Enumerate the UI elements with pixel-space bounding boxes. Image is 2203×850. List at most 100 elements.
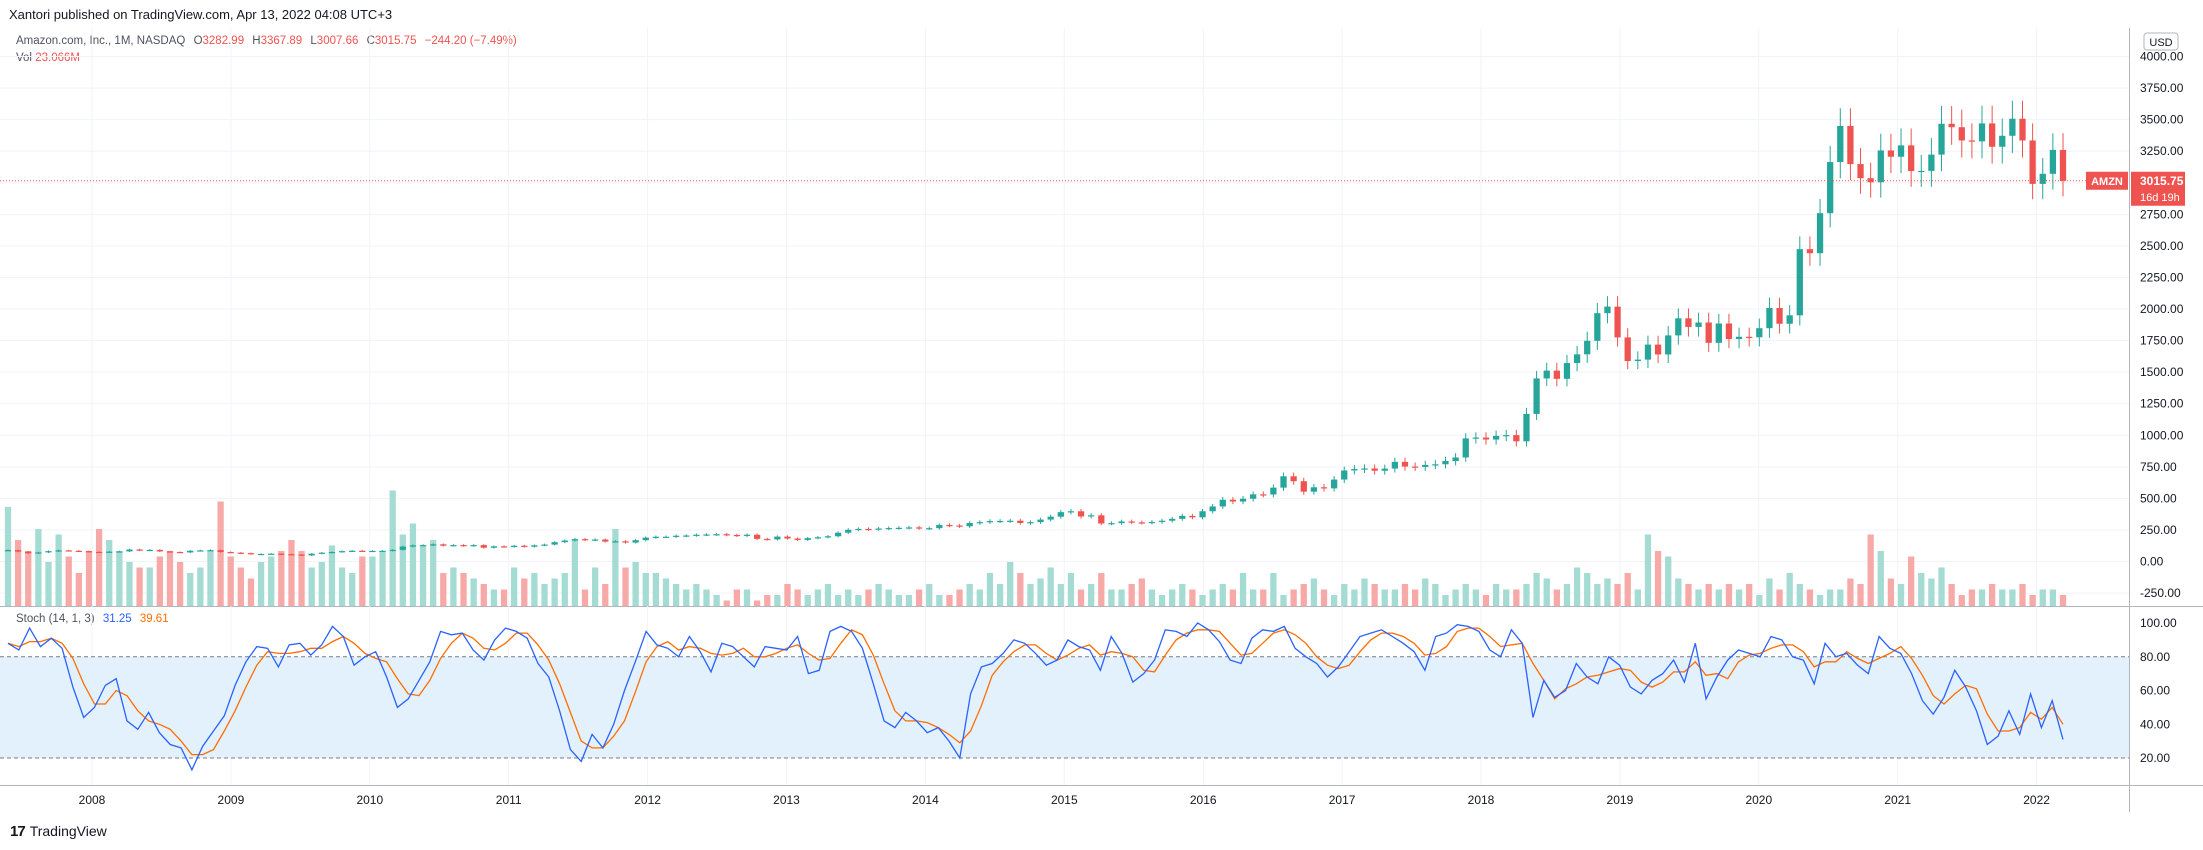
- volume-bar: [581, 589, 589, 606]
- candle-body: [1047, 516, 1054, 520]
- stoch-label[interactable]: Stoch (14, 1, 3): [16, 613, 95, 625]
- candle-body: [126, 549, 133, 552]
- price-axis[interactable]: 4000.003750.003500.003250.003000.002750.…: [2140, 32, 2184, 765]
- candle-body: [713, 534, 720, 536]
- volume-bar: [1067, 573, 1075, 606]
- volume-bar: [126, 562, 133, 606]
- candle-body: [511, 545, 518, 547]
- y-tick-label: 3250.00: [2140, 144, 2184, 158]
- candle-body: [1371, 468, 1378, 471]
- candle-body: [612, 541, 619, 543]
- y-tick-label: 1250.00: [2140, 397, 2184, 411]
- x-tick-label: 2016: [1190, 793, 1217, 807]
- volume-bar: [106, 540, 113, 606]
- candle-body: [571, 539, 579, 541]
- candle-body: [409, 545, 417, 547]
- candle-body: [1330, 479, 1338, 489]
- volume-bar: [35, 529, 42, 606]
- candle-body: [2059, 149, 2067, 181]
- candle-body: [480, 545, 487, 548]
- candle-body: [1543, 370, 1550, 379]
- candle-body: [2029, 140, 2036, 184]
- time-axis[interactable]: 2008 2009 2010 2011 2012 2013 2014 2015 2016 2017…: [79, 793, 2051, 807]
- stoch-tick-label: 60.00: [2140, 684, 2170, 698]
- volume-bar: [966, 584, 973, 606]
- candle-body: [1017, 520, 1024, 523]
- volume-bar: [561, 573, 568, 606]
- volume-bar: [1938, 567, 1945, 606]
- candle-body: [1088, 515, 1095, 517]
- candle-body: [75, 550, 83, 552]
- volume-bar: [602, 584, 609, 606]
- candle-body: [176, 552, 184, 554]
- candle-body: [936, 525, 943, 529]
- volume-bar: [1857, 584, 1864, 606]
- candle-body: [1988, 123, 1996, 147]
- volume-bar: [237, 567, 244, 606]
- volume-bar: [1077, 589, 1085, 606]
- candle-body: [1654, 344, 1662, 355]
- volume-label[interactable]: Vol: [16, 52, 32, 64]
- volume-bar: [1017, 573, 1024, 606]
- volume-bar: [460, 573, 467, 606]
- candle-body: [1189, 515, 1196, 518]
- volume-bar: [622, 567, 629, 606]
- candle-body: [1665, 335, 1672, 355]
- candle-body: [926, 528, 933, 530]
- y-tick-label: 0.00: [2140, 555, 2164, 569]
- volume-bar: [511, 567, 518, 606]
- stoch-k-line: [7, 622, 2064, 772]
- stoch-band-fill: [0, 656, 2129, 758]
- volume-bar: [1381, 589, 1388, 606]
- volume-bar: [1533, 573, 1540, 606]
- candle-body: [814, 537, 821, 539]
- open-label: O: [193, 35, 203, 47]
- volume-bar: [1229, 589, 1237, 606]
- price-tag-value: 3015.75: [2140, 174, 2184, 188]
- ticker-tag: [2086, 171, 2128, 190]
- volume-bar: [1715, 589, 1722, 606]
- candle-body: [55, 550, 62, 552]
- symbol-name[interactable]: Amazon.com, Inc., 1M, NASDAQ: [16, 35, 186, 47]
- volume-bar: [1199, 595, 1206, 606]
- volume-bar: [1897, 584, 1905, 606]
- volume-bar: [1098, 573, 1105, 606]
- tradingview-brand[interactable]: 17 TradingView: [10, 823, 107, 840]
- candle-body: [227, 552, 234, 554]
- y-tick-label: 4000.00: [2140, 50, 2184, 64]
- volume-bar: [723, 600, 730, 606]
- candle-body: [1604, 306, 1611, 314]
- tradingview-logo-icon: 17: [10, 823, 26, 840]
- volume-bar: [1341, 584, 1348, 606]
- candle-body: [1624, 337, 1631, 362]
- candle-body: [1918, 170, 1925, 173]
- volume-bar: [440, 573, 447, 606]
- candle-body: [328, 552, 336, 554]
- candle-body: [885, 528, 892, 530]
- candle-body: [1999, 135, 2006, 147]
- volume-bar: [1908, 556, 1915, 606]
- candle-body: [1179, 515, 1186, 519]
- stoch-d-value: 39.61: [139, 613, 169, 625]
- candle-body: [905, 527, 913, 529]
- candle-body: [875, 528, 882, 530]
- volume-bar: [25, 551, 32, 606]
- candle-body: [592, 539, 599, 541]
- candle-body: [85, 551, 93, 553]
- volume-bar: [257, 562, 265, 606]
- candle-body: [1077, 511, 1085, 517]
- countdown-label: 16d 19h: [2140, 192, 2180, 204]
- candle-body: [1138, 522, 1145, 524]
- volume-bar: [1047, 567, 1054, 606]
- volume-bar: [1260, 589, 1267, 606]
- candle-body: [1675, 318, 1682, 336]
- candle-body: [1310, 487, 1318, 492]
- candle-body: [1320, 487, 1328, 489]
- y-tick-label: 2000.00: [2140, 302, 2184, 316]
- candle-body: [1432, 464, 1439, 466]
- volume-bar: [1968, 589, 1976, 606]
- volume-bar: [662, 578, 670, 606]
- volume-bar: [1786, 573, 1793, 606]
- volume-bar: [1391, 589, 1399, 606]
